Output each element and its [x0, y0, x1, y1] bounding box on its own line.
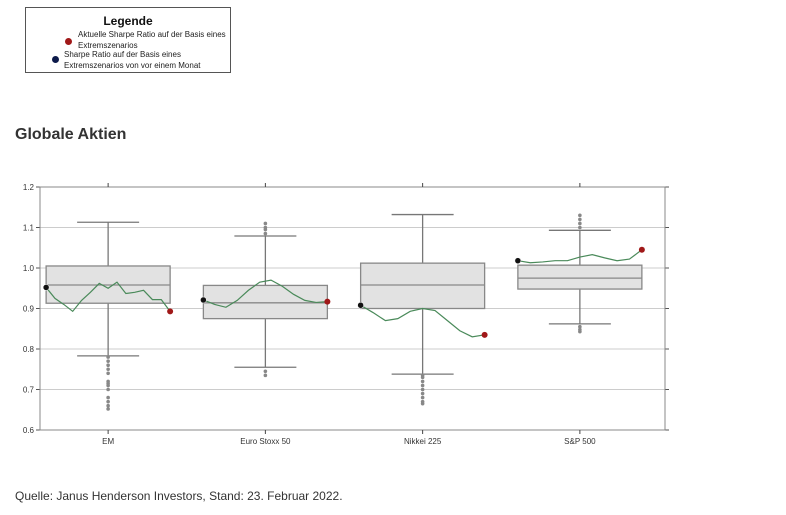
sharpe-ratio-path: [360, 304, 485, 338]
x-tick-label: S&P 500: [564, 437, 596, 446]
y-tick-label: 1.0: [23, 264, 35, 273]
legend: Legende Aktuelle Sharpe Ratio auf der Ba…: [25, 7, 231, 73]
previous-point: [42, 284, 50, 291]
sharpe-ratio-path: [45, 281, 171, 313]
y-tick-label: 1.1: [23, 224, 35, 233]
outlier-point: [420, 387, 425, 392]
x-tick-label: Nikkei 225: [404, 437, 442, 446]
outlier-point: [420, 375, 425, 380]
sharpe-ratio-path: [517, 249, 643, 264]
outlier-point: [106, 359, 110, 363]
current-point: [638, 246, 645, 253]
outlier-point: [420, 395, 425, 400]
legend-current-dot-icon: [65, 38, 72, 45]
y-tick-label: 0.7: [23, 386, 35, 395]
legend-title: Legende: [103, 14, 153, 28]
current-point: [324, 298, 331, 305]
outlier-point: [263, 369, 268, 374]
x-tick-label: EM: [102, 437, 114, 446]
outlier-point: [578, 217, 582, 222]
outlier-point: [106, 387, 110, 392]
plot-frame: [39, 186, 666, 431]
outlier-point: [420, 391, 425, 396]
previous-point: [357, 302, 364, 309]
outlier-point: [420, 383, 425, 388]
source-note: Quelle: Janus Henderson Investors, Stand…: [15, 489, 343, 503]
outlier-point: [263, 231, 268, 236]
outlier-point: [106, 403, 110, 408]
previous-point: [514, 257, 522, 264]
outlier-point: [263, 225, 268, 230]
outlier-point: [106, 399, 110, 404]
outlier-point: [106, 407, 110, 411]
y-tick-label: 0.9: [23, 305, 35, 314]
outlier-point: [420, 401, 425, 406]
outlier-point: [263, 221, 268, 226]
outlier-point: [578, 329, 582, 334]
y-tick-label: 1.2: [23, 183, 35, 192]
outlier-point: [578, 225, 582, 230]
y-tick-label: 0.6: [23, 426, 35, 435]
box: [202, 284, 329, 320]
previous-point: [200, 296, 207, 304]
outlier-point: [578, 213, 582, 218]
outlier-point: [578, 221, 582, 226]
outlier-point: [420, 379, 425, 384]
y-tick-label: 0.8: [23, 345, 35, 354]
current-point: [481, 331, 488, 338]
outlier-point: [578, 324, 582, 329]
legend-previous-dot-icon: [52, 56, 59, 63]
legend-item-previous: Sharpe Ratio auf der Basis eines Extrems…: [64, 50, 201, 70]
box: [517, 264, 643, 290]
x-tick-label: Euro Stoxx 50: [240, 437, 291, 446]
outlier-point: [106, 363, 110, 368]
outlier-point: [106, 367, 110, 372]
outlier-point: [106, 355, 110, 359]
legend-item-current: Aktuelle Sharpe Ratio auf der Basis eine…: [78, 30, 226, 50]
outlier-point: [106, 383, 110, 388]
outlier-point: [106, 395, 110, 400]
box: [359, 262, 486, 310]
sharpe-ratio-path: [203, 279, 328, 308]
outlier-point: [263, 373, 268, 378]
outlier-point: [106, 371, 110, 376]
current-point: [167, 308, 174, 315]
chart-title: Globale Aktien: [15, 126, 127, 143]
